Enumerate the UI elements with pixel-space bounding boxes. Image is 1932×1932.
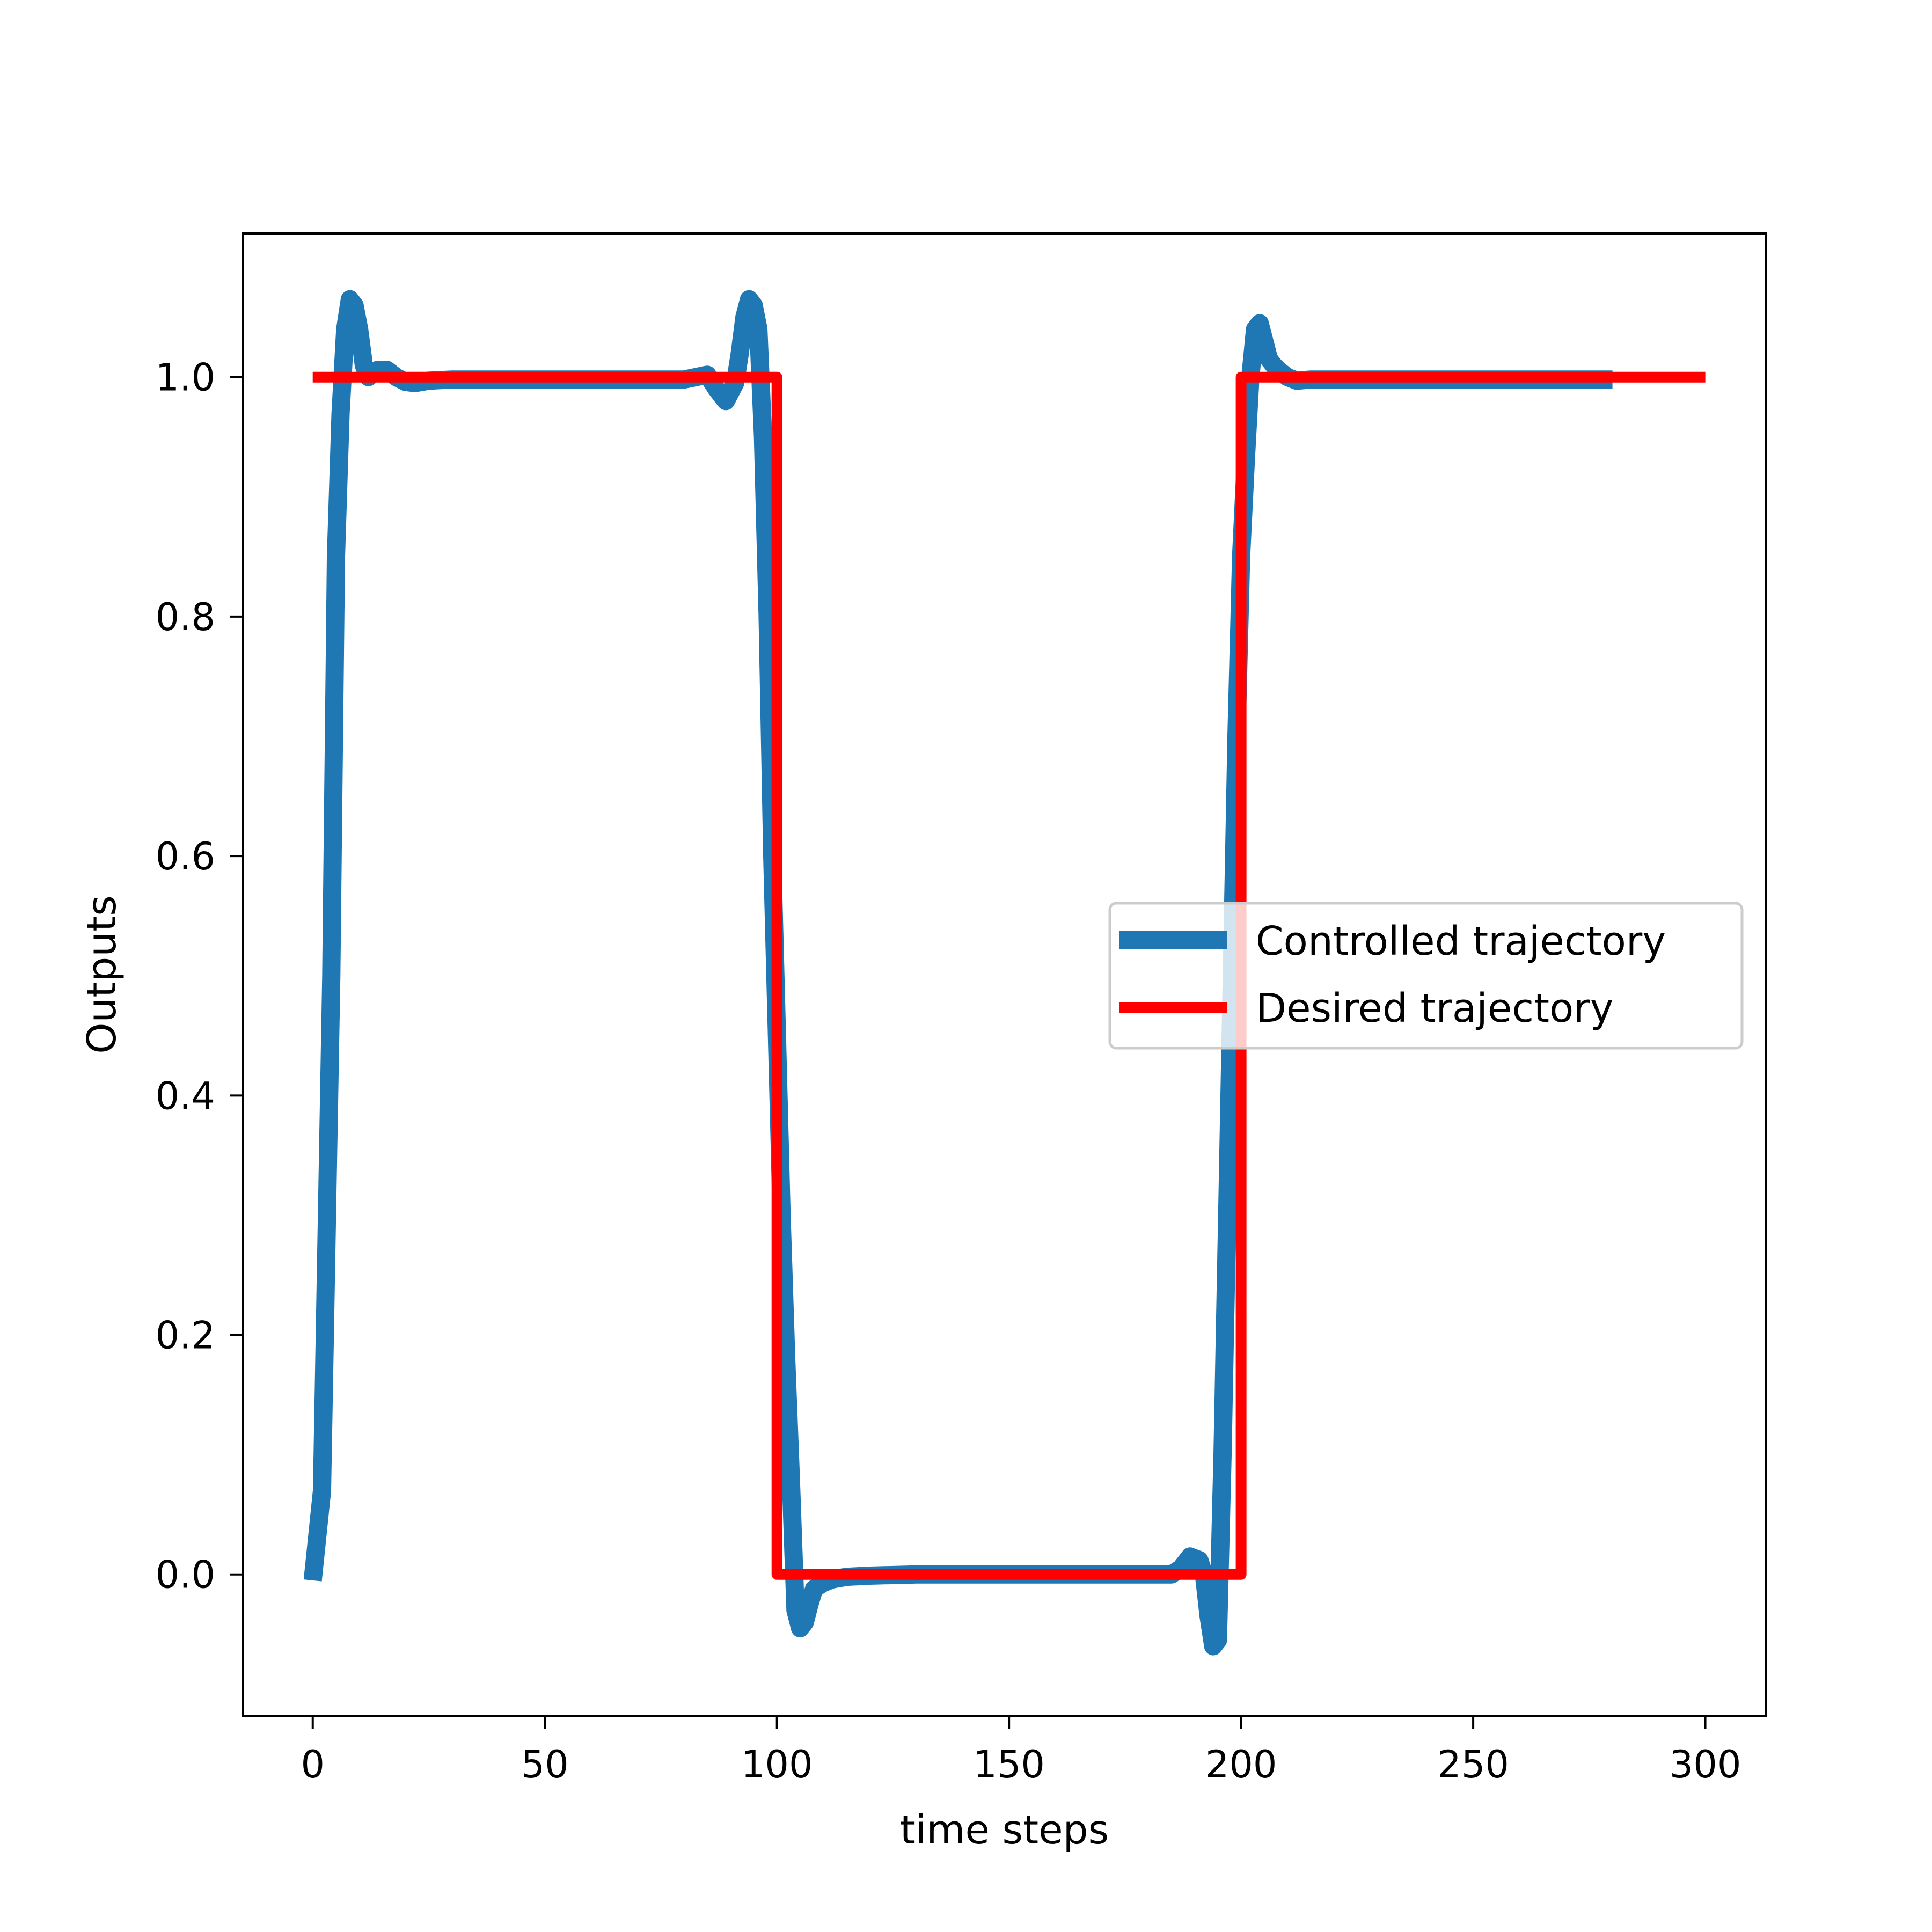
legend-label-desired: Desired trajectory [1256,985,1614,1031]
y-tick-label: 0.4 [156,1074,215,1118]
y-tick-label: 0.8 [156,595,215,639]
x-tick-label: 100 [741,1743,813,1787]
series-line-desired-trajectory [312,371,1706,1580]
legend-box [1108,902,1744,1050]
x-tick-label: 0 [301,1743,325,1787]
x-tick-label: 150 [973,1743,1045,1787]
y-tick-label: 0.2 [156,1314,215,1358]
x-axis-label: time steps [900,1807,1109,1853]
legend-label-controlled: Controlled trajectory [1256,918,1666,964]
legend: Controlled trajectory Desired trajectory [1108,902,1744,1050]
x-tick-label: 50 [521,1743,569,1787]
axis-ticks: 0 50 100 150 200 250 300 0.0 0.2 0.4 0.6 0.8 1.0 [156,356,1741,1787]
y-tick-label: 0.0 [156,1553,215,1597]
x-tick-label: 250 [1437,1743,1509,1787]
x-tick-label: 300 [1670,1743,1741,1787]
x-tick-label: 200 [1205,1743,1277,1787]
y-tick-label: 0.6 [156,835,215,879]
axes-frame [242,232,1767,1717]
y-tick-label: 1.0 [156,356,215,400]
plot-area [303,290,1706,1656]
y-axis-label: Outputs [79,895,125,1054]
